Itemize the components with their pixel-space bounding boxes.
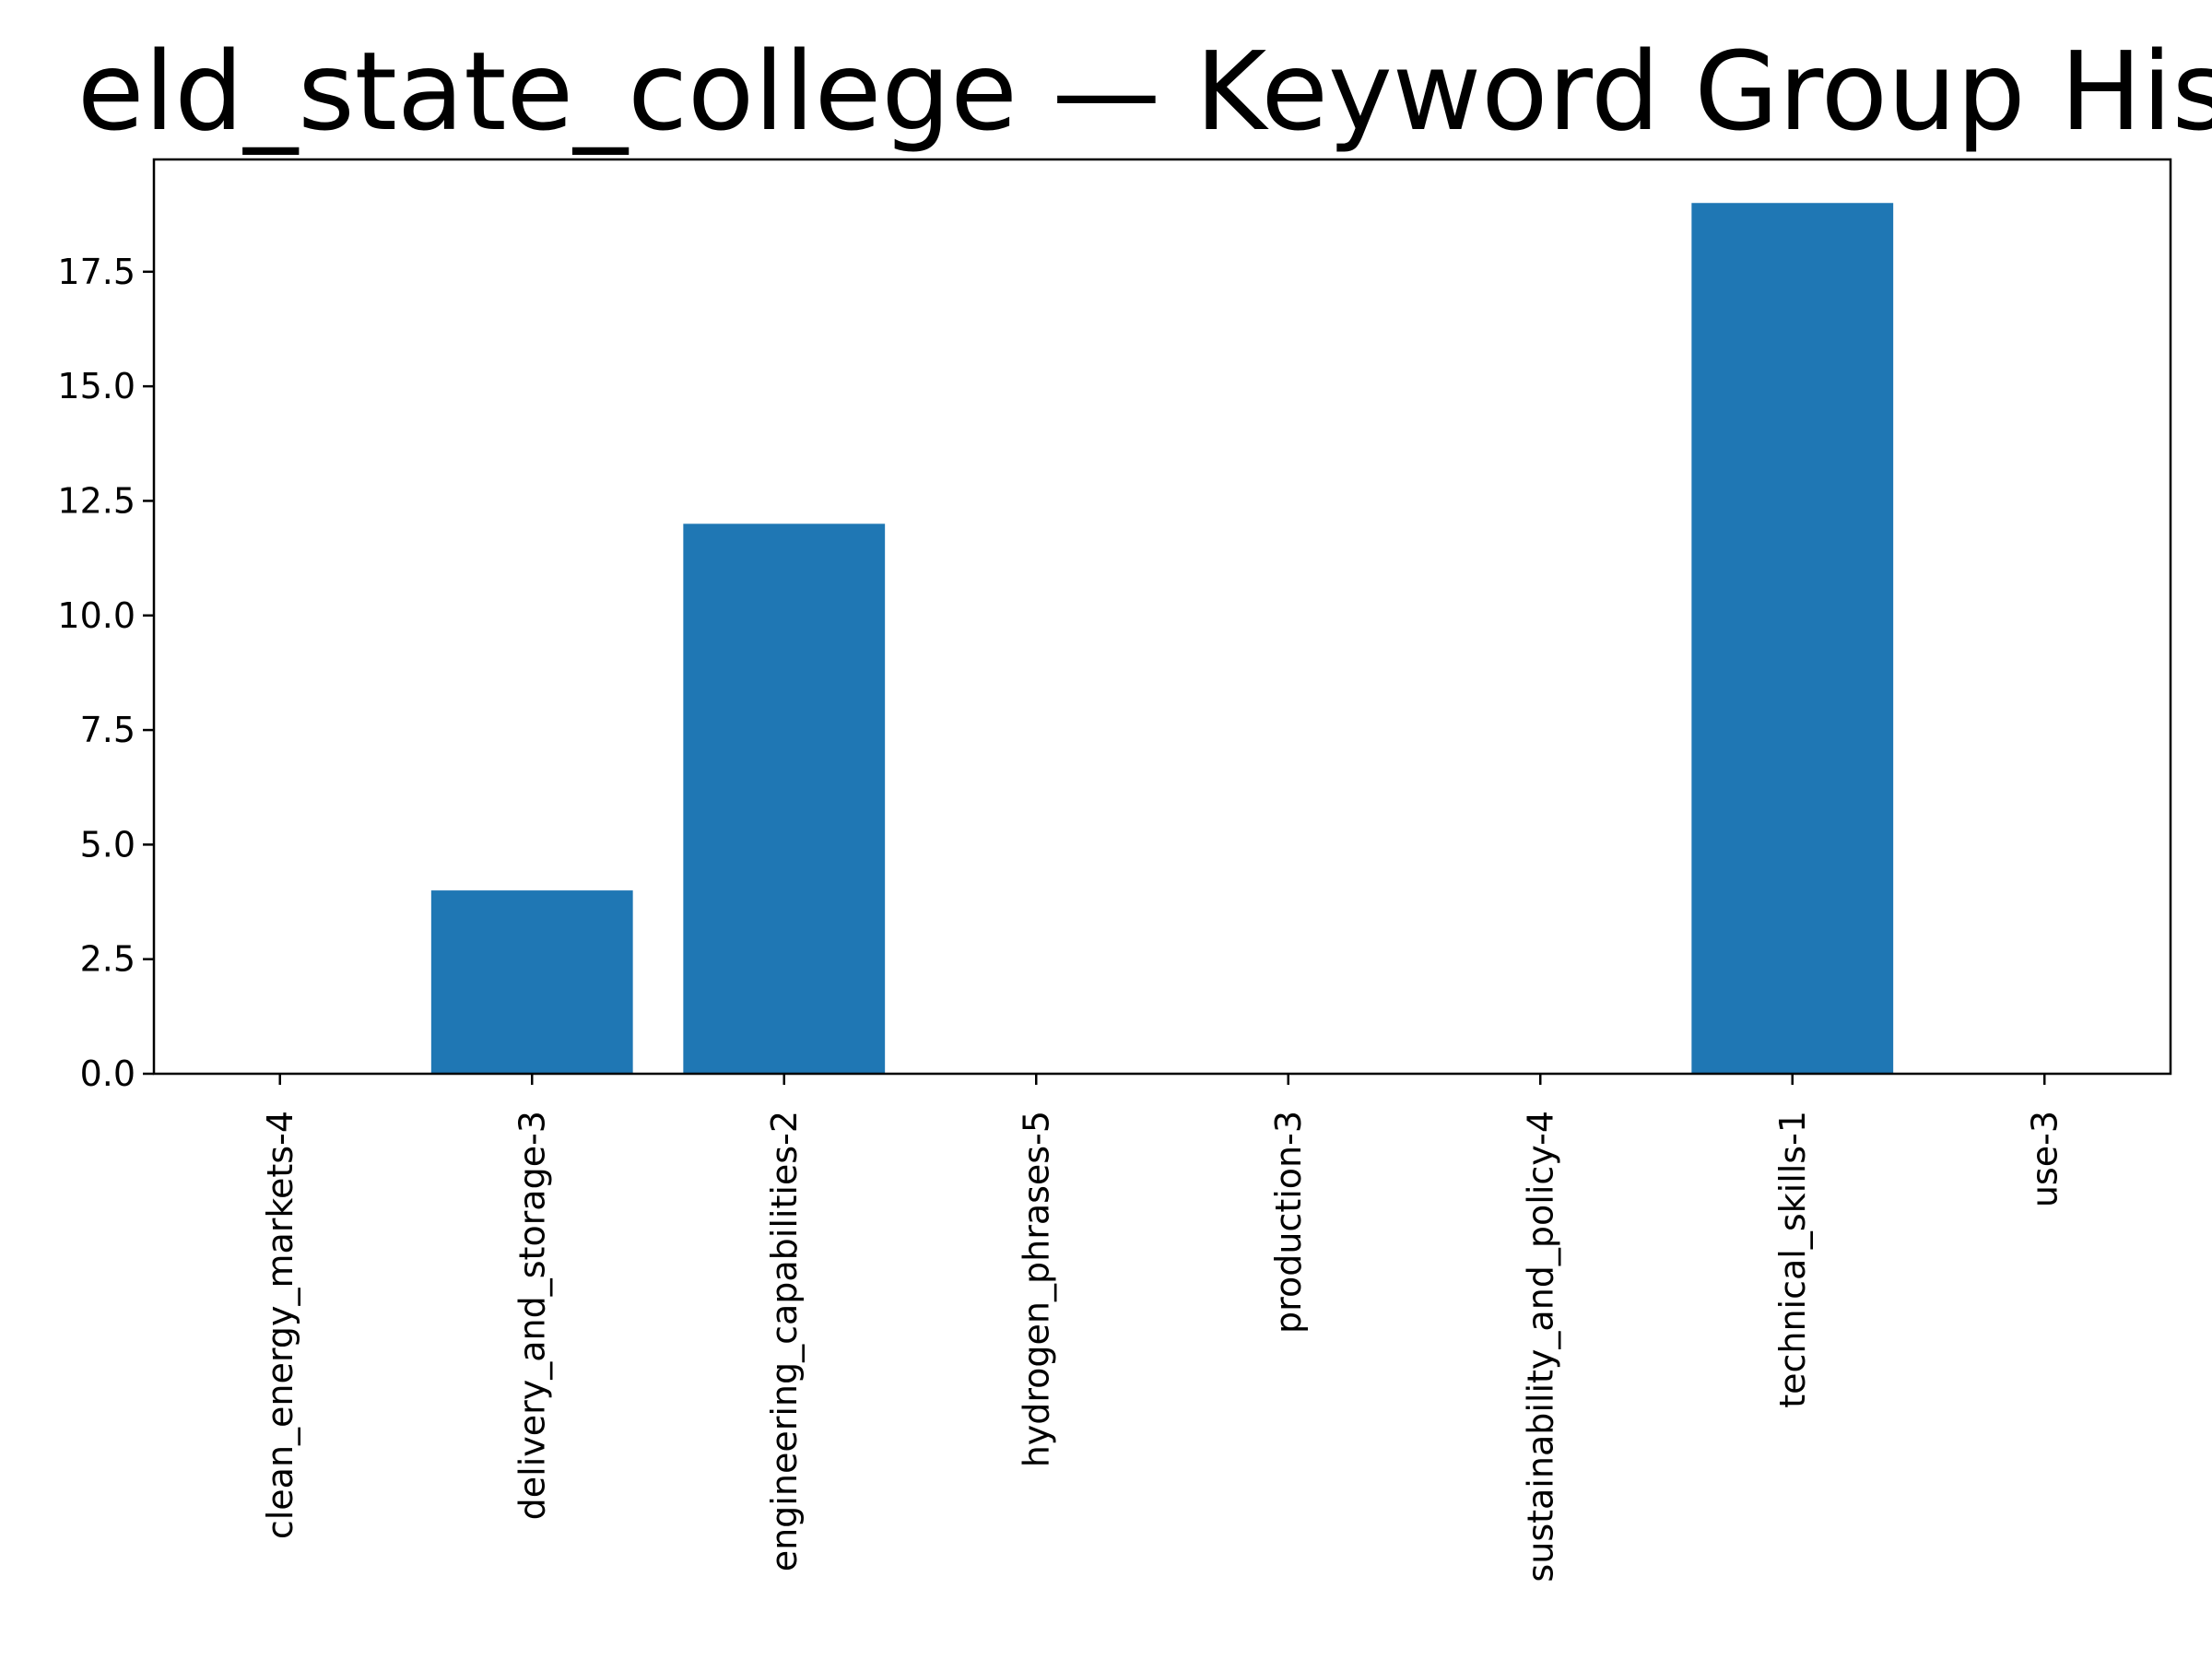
- bar-delivery_and_storage-3: [430, 890, 633, 1074]
- y-tick-label: 15.0: [57, 366, 135, 406]
- chart-title: eld_state_college — Keyword Group His: [77, 28, 2212, 155]
- x-tick-label-use-3: use-3: [2024, 1111, 2065, 1207]
- y-tick-label: 10.0: [57, 595, 135, 636]
- x-tick-label-production-3: production-3: [1268, 1111, 1309, 1334]
- axes-frame: [152, 158, 2172, 1076]
- y-tick-label: 12.5: [57, 480, 135, 521]
- y-tick-label: 7.5: [80, 710, 135, 750]
- x-tick-label-clean_energy_markets-4: clean_energy_markets-4: [260, 1111, 300, 1539]
- x-tick-label-engineering_capabilities-2: engineering_capabilities-2: [764, 1111, 805, 1571]
- x-tick-label-technical_skills-1: technical_skills-1: [1772, 1111, 1813, 1408]
- bar-technical_skills-1: [1691, 203, 1894, 1074]
- y-tick-label: 17.5: [57, 252, 135, 292]
- y-tick-label: 5.0: [80, 824, 135, 865]
- x-tick-label-hydrogen_phrases-5: hydrogen_phrases-5: [1016, 1111, 1056, 1467]
- plot-area: 0.0 2.5 5.0 7.5 10.0 12.5 15.0 17.5 clean_energy…: [57, 158, 2172, 1583]
- bar-engineering_capabilities-2: [683, 524, 886, 1074]
- x-tick-label-delivery_and_storage-3: delivery_and_storage-3: [512, 1111, 552, 1520]
- x-tick-label-sustainability_and_policy-4: sustainability_and_policy-4: [1520, 1111, 1560, 1583]
- y-tick-label: 0.0: [80, 1053, 135, 1094]
- y-tick-label: 2.5: [80, 939, 135, 980]
